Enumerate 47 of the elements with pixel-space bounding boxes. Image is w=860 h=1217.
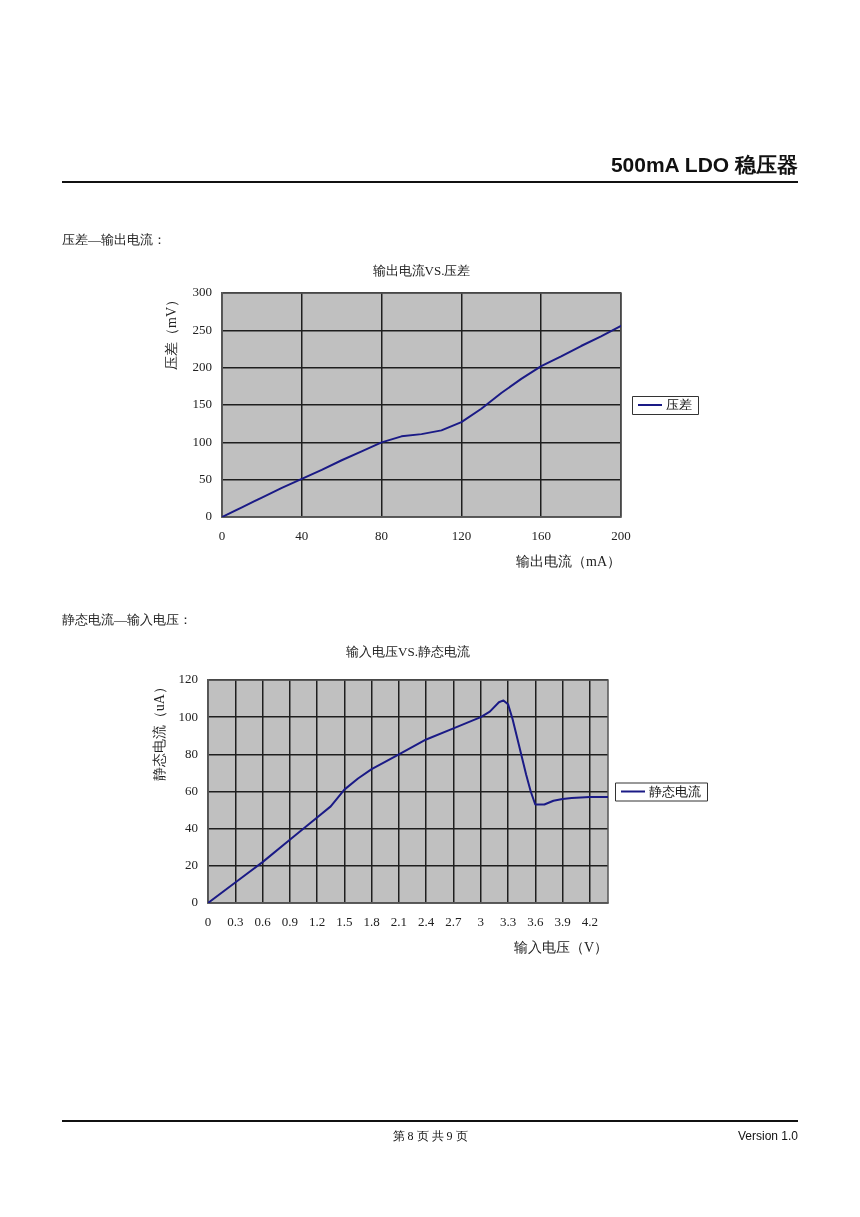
y-tick-label: 20 — [185, 857, 198, 873]
chart-title: 输入电压VS.静态电流 — [346, 644, 470, 660]
x-axis-title: 输入电压（V） — [513, 940, 608, 956]
text: 500mA LDO 稳压器 — [610, 152, 798, 178]
x-tick-label: 3.6 — [527, 914, 544, 930]
x-tick-label: 3.3 — [499, 914, 517, 930]
text: 静态电流—输入电压： — [62, 612, 192, 628]
y-tick-label: 40 — [185, 820, 198, 836]
x-tick-label: 120 — [451, 528, 472, 544]
y-tick-label: 150 — [192, 396, 212, 412]
y-tick-label: 60 — [185, 782, 198, 798]
x-tick-label: 200 — [611, 528, 631, 544]
y-tick-label: 100 — [178, 708, 198, 724]
x-tick-label: 1.2 — [308, 914, 326, 930]
y-tick-label: 50 — [199, 471, 212, 487]
x-tick-label: 40 — [295, 528, 309, 544]
x-tick-label: 0.3 — [227, 914, 244, 930]
x-tick-label: 3 — [477, 914, 484, 930]
y-axis-title: 压差（mV） — [164, 293, 180, 370]
text: 压差—输出电流： — [62, 232, 166, 248]
y-tick-label: 120 — [178, 671, 198, 687]
text: 第 8 页 共 9 页 — [392, 1129, 468, 1144]
x-tick-label: 3.9 — [554, 914, 571, 930]
y-tick-label: 200 — [192, 359, 212, 375]
x-tick-label: 2.7 — [445, 914, 463, 930]
x-tick-label: 2.4 — [418, 914, 435, 930]
x-tick-label: 80 — [375, 528, 389, 544]
y-tick-label: 100 — [192, 433, 212, 449]
legend-label: 静态电流 — [649, 783, 701, 799]
y-tick-label: 0 — [205, 508, 212, 524]
x-tick-label: 4.2 — [581, 914, 598, 930]
legend-label: 压差 — [666, 397, 692, 413]
x-tick-label: 0.9 — [281, 914, 298, 930]
chart-title: 输出电流VS.压差 — [372, 263, 471, 279]
x-tick-label: 1.5 — [336, 914, 353, 930]
x-tick-label: 0 — [218, 528, 226, 544]
y-tick-label: 0 — [191, 894, 198, 910]
y-axis-title: 静态电流（uA） — [152, 680, 168, 782]
text: Version 1.0 — [737, 1129, 798, 1144]
x-tick-label: 0.6 — [254, 914, 272, 930]
y-tick-label: 80 — [185, 745, 198, 761]
x-tick-label: 1.8 — [363, 914, 380, 930]
x-tick-label: 160 — [531, 528, 551, 544]
x-tick-label: 2.1 — [390, 914, 408, 930]
y-tick-label: 250 — [192, 321, 212, 337]
x-axis-title: 输出电流（mA） — [516, 554, 621, 570]
y-tick-label: 300 — [192, 284, 212, 300]
